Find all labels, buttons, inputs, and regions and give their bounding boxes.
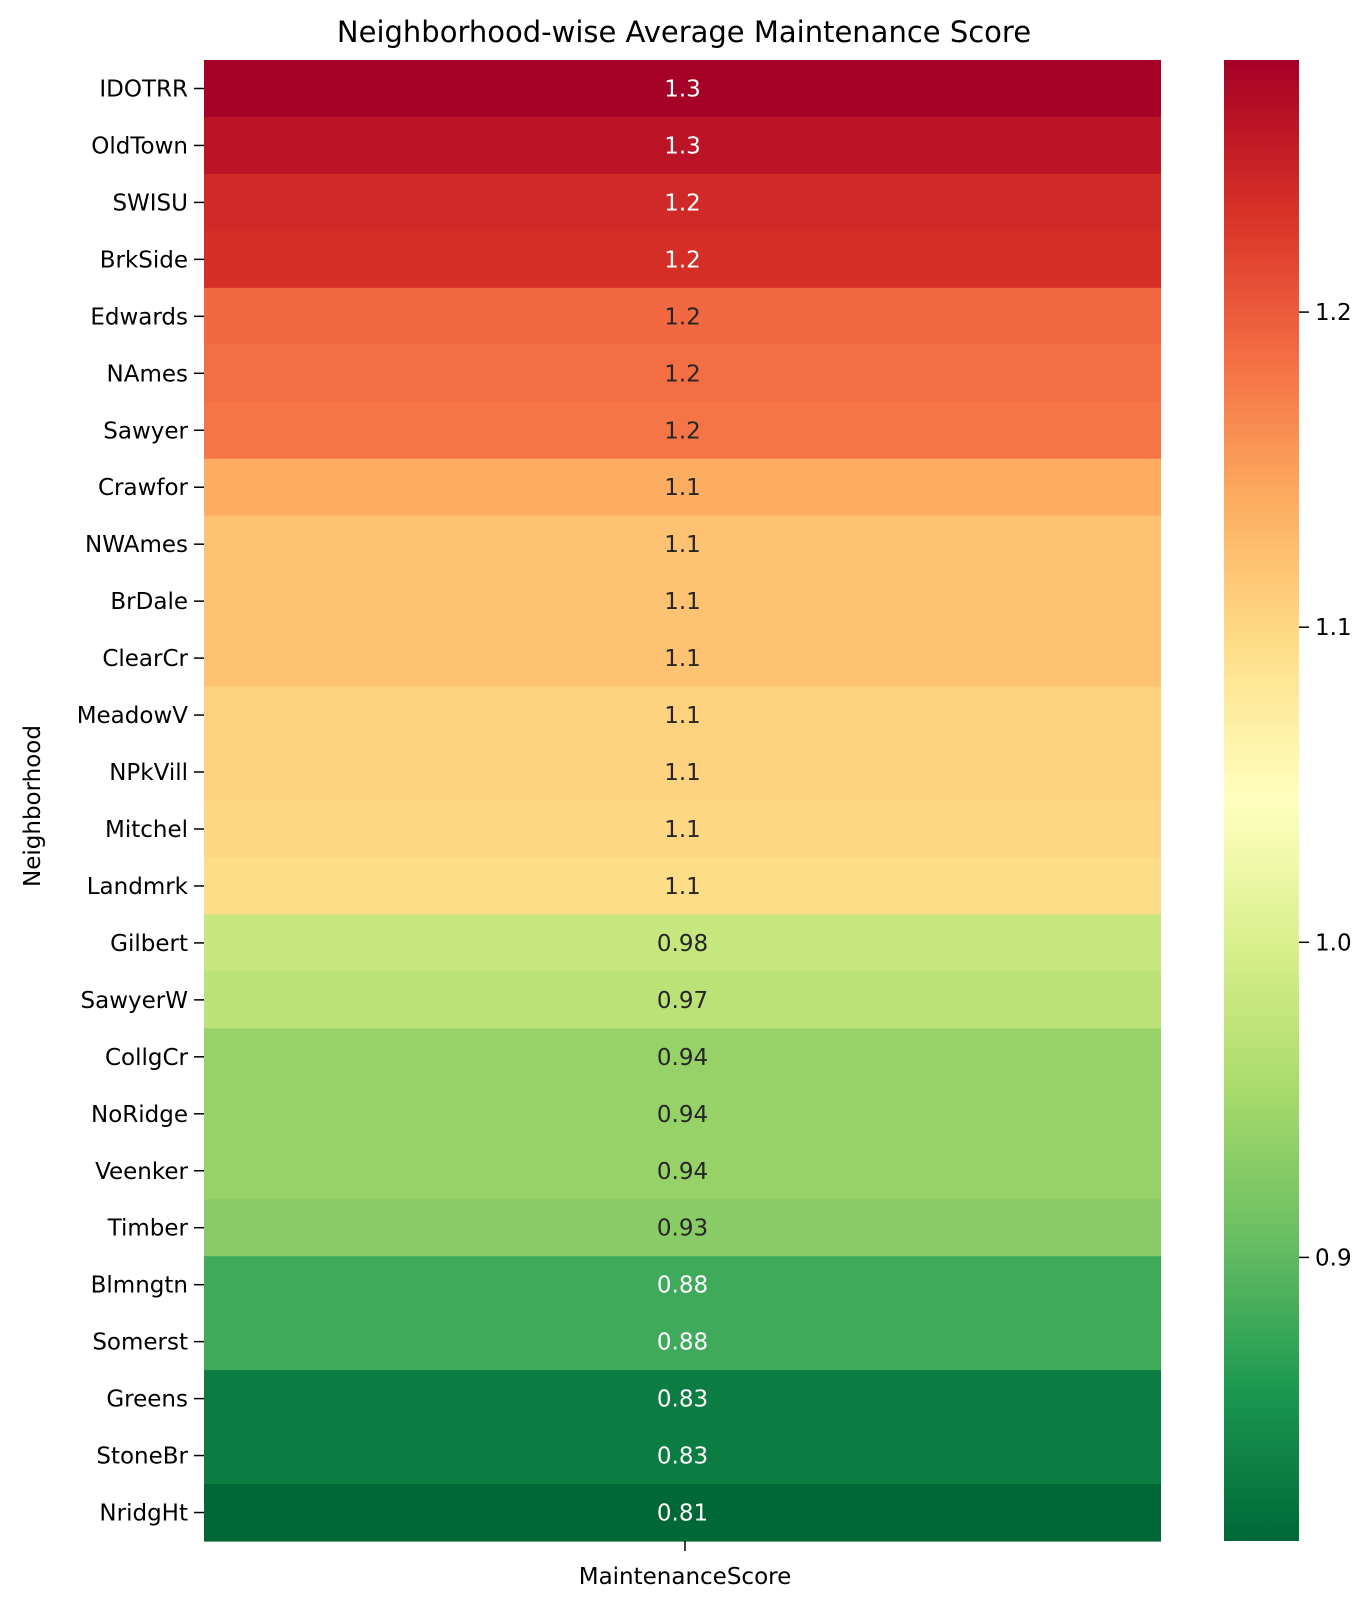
heatmap-cell <box>204 230 1161 289</box>
y-axis-label: Neighborhood <box>20 725 46 887</box>
y-tick-label: Landmrk <box>87 874 189 900</box>
heatmap-cell <box>204 458 1161 517</box>
chart-title: Neighborhood-wise Average Maintenance Sc… <box>337 15 1031 49</box>
cell-value-label: 0.98 <box>657 931 708 957</box>
heatmap-cell <box>204 914 1161 972</box>
heatmap-cell <box>204 572 1161 631</box>
cell-value-label: 0.94 <box>657 1045 708 1071</box>
y-tick-label: Edwards <box>90 304 188 330</box>
y-tick-label: IDOTRR <box>99 76 188 102</box>
cell-value-label: 1.1 <box>664 874 701 900</box>
colorbar <box>1224 60 1299 1541</box>
y-tick-label: NoRidge <box>91 1102 188 1128</box>
cell-value-label: 0.83 <box>657 1444 708 1470</box>
y-tick-label: ClearCr <box>102 646 188 672</box>
cell-value-label: 1.1 <box>664 475 701 501</box>
heatmap-cell <box>204 629 1161 688</box>
y-tick-label: Veenker <box>95 1159 188 1185</box>
heatmap-cell <box>204 401 1161 460</box>
cell-value-label: 1.1 <box>664 646 701 672</box>
cell-value-label: 1.1 <box>664 532 701 558</box>
cell-value-label: 0.88 <box>657 1330 708 1356</box>
heatmap-cell <box>204 1028 1161 1086</box>
heatmap-cell <box>204 60 1161 118</box>
y-tick-label: SWISU <box>112 190 188 216</box>
colorbar-ticks: 0.9 1.0 1.1 1.2 <box>1299 300 1352 1271</box>
cell-value-label: 0.97 <box>657 988 708 1014</box>
heatmap-cell <box>204 173 1161 232</box>
heatmap-cell <box>204 857 1161 916</box>
y-tick-label: NPkVill <box>109 760 188 786</box>
y-tick-label: Greens <box>106 1387 188 1413</box>
cell-value-label: 0.94 <box>657 1102 708 1128</box>
cell-value-labels: 1.3 1.3 1.2 1.2 1.2 1.2 1.2 1.1 1.1 1.1 1.1 1.1 1.1 1… <box>657 76 708 1526</box>
cell-value-label: 1.2 <box>664 418 701 444</box>
y-tick-label: NAmes <box>107 361 188 387</box>
heatmap-cell <box>204 1484 1161 1542</box>
heatmap-cell <box>204 1427 1161 1485</box>
y-tick-label: CollgCr <box>105 1045 189 1071</box>
y-tick-label: Timber <box>107 1216 189 1242</box>
y-tick-label: Somerst <box>92 1330 188 1356</box>
y-tick-label: Gilbert <box>110 931 188 957</box>
heatmap-cell <box>204 344 1161 403</box>
y-tick-label: Sawyer <box>103 418 188 444</box>
heatmap-cells <box>204 60 1161 1542</box>
heatmap-cell <box>204 1256 1161 1314</box>
y-tick-label: Crawfor <box>98 475 189 501</box>
heatmap-cell <box>204 800 1161 859</box>
x-axis: MaintenanceScore <box>579 1541 792 1590</box>
cell-value-label: 0.81 <box>657 1501 708 1527</box>
y-tick-label: OldTown <box>91 133 188 159</box>
heatmap-cell <box>204 1085 1161 1143</box>
y-tick-label: BrDale <box>110 589 188 615</box>
heatmap-cell <box>204 686 1161 745</box>
y-tick-label: Blmngtn <box>91 1273 188 1299</box>
cell-value-label: 1.1 <box>664 703 701 729</box>
cell-value-label: 1.2 <box>664 361 701 387</box>
cell-value-label: 1.1 <box>664 760 701 786</box>
colorbar-tick-label: 1.2 <box>1315 300 1352 326</box>
heatmap-cell <box>204 971 1161 1029</box>
cell-value-label: 1.3 <box>664 133 701 159</box>
cell-value-label: 0.88 <box>657 1273 708 1299</box>
heatmap-cell <box>204 1370 1161 1428</box>
heatmap-cell <box>204 1142 1161 1200</box>
cell-value-label: 1.3 <box>664 76 701 102</box>
cell-value-label: 0.93 <box>657 1216 708 1242</box>
cell-value-label: 1.2 <box>664 190 701 216</box>
y-tick-label: BrkSide <box>100 247 188 273</box>
y-tick-label: NWAmes <box>85 532 188 558</box>
y-tick-label: SawyerW <box>81 988 188 1014</box>
heatmap-cell <box>204 1199 1161 1257</box>
colorbar-tick-label: 1.0 <box>1315 930 1352 956</box>
heatmap-cell <box>204 515 1161 574</box>
colorbar-tick-label: 1.1 <box>1315 615 1352 641</box>
x-tick-label: MaintenanceScore <box>579 1564 792 1590</box>
cell-value-label: 1.1 <box>664 817 701 843</box>
heatmap-cell <box>204 743 1161 802</box>
heatmap-cell <box>204 1313 1161 1371</box>
cell-value-label: 0.83 <box>657 1387 708 1413</box>
heatmap-cell <box>204 287 1161 346</box>
y-tick-label: NridgHt <box>99 1501 188 1527</box>
y-tick-label: StoneBr <box>96 1444 188 1470</box>
heatmap-cell <box>204 116 1161 175</box>
cell-value-label: 1.1 <box>664 589 701 615</box>
y-tick-labels: IDOTRR OldTown SWISU BrkSide Edwards NAmes Saw… <box>77 76 204 1527</box>
colorbar-tick-label: 0.9 <box>1315 1245 1352 1271</box>
y-tick-label: MeadowV <box>77 703 189 729</box>
cell-value-label: 1.2 <box>664 304 701 330</box>
y-tick-label: Mitchel <box>105 817 188 843</box>
cell-value-label: 0.94 <box>657 1159 708 1185</box>
cell-value-label: 1.2 <box>664 247 701 273</box>
